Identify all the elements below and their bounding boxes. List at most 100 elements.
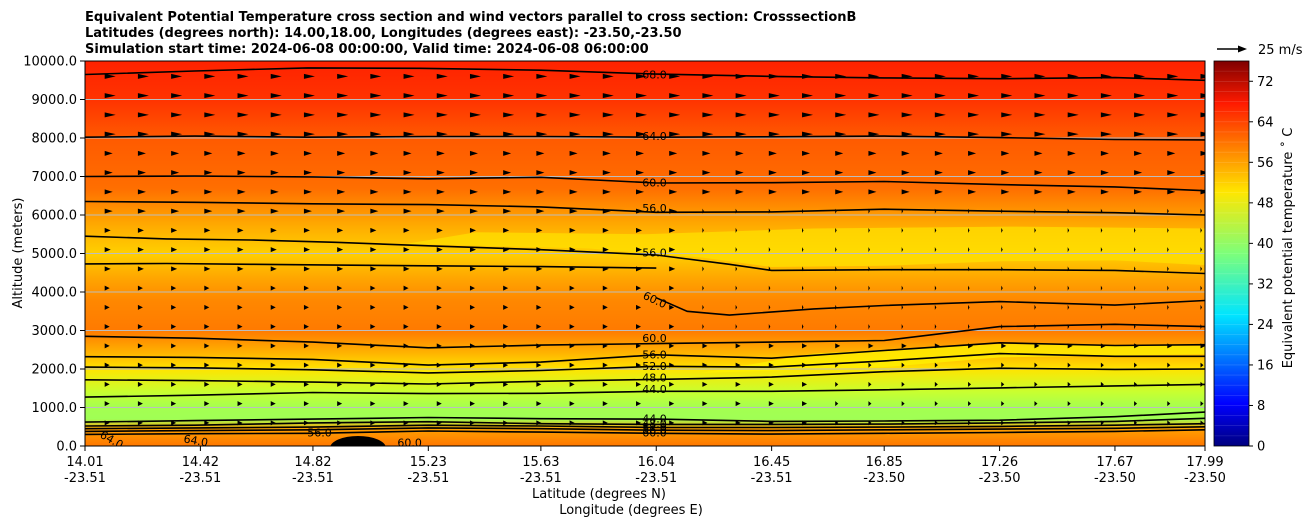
wind-vector <box>934 324 937 330</box>
wind-vector <box>635 304 641 310</box>
wind-vector <box>835 93 847 99</box>
wind-vector <box>337 304 343 310</box>
wind-vector <box>1067 362 1071 368</box>
wind-vector <box>1167 285 1169 291</box>
wind-vector <box>1001 93 1013 99</box>
x-tick-label-lat: 14.42 <box>182 455 219 470</box>
wind-vector <box>1100 131 1112 137</box>
wind-vector <box>536 324 542 330</box>
wind-vector <box>1034 401 1038 407</box>
wind-vector <box>569 170 578 176</box>
wind-vector <box>702 343 708 349</box>
contour-line <box>85 422 1205 430</box>
contour-label-text: 44.0 <box>642 412 667 425</box>
wind-vector <box>137 401 143 407</box>
contour-label: 48.0 <box>642 417 667 430</box>
wind-vector <box>370 285 376 291</box>
colorbar-gradient <box>1214 61 1249 446</box>
wind-vector <box>735 131 747 137</box>
colorbar-tick-label: 16 <box>1257 358 1274 373</box>
wind-vector <box>1200 247 1202 253</box>
wind-vector <box>669 93 681 99</box>
contour-label-text: 56.0 <box>642 247 667 260</box>
wind-vector <box>1134 150 1143 156</box>
wind-vector <box>469 170 478 176</box>
wind-vector <box>270 362 276 368</box>
wind-vector <box>1034 362 1038 368</box>
contour-label: 56.0 <box>307 427 332 440</box>
wind-vector <box>403 401 409 407</box>
wind-vector <box>702 381 708 387</box>
contour-label: 64.0 <box>642 130 667 143</box>
wind-vector <box>901 131 913 137</box>
wind-vector <box>835 401 839 407</box>
wind-vector <box>403 208 412 214</box>
wind-vector <box>104 189 113 195</box>
wind-vector <box>702 401 708 407</box>
wind-vector <box>1067 170 1076 176</box>
wind-vector <box>171 131 183 137</box>
wind-vector <box>1034 150 1043 156</box>
wind-vector <box>204 343 210 349</box>
wind-vector <box>337 401 343 407</box>
wind-vector <box>536 73 548 79</box>
y-tick-label: 5000.0 <box>32 247 78 262</box>
wind-vector <box>802 324 804 330</box>
wind-vector <box>337 150 346 156</box>
wind-vector <box>469 266 476 272</box>
wind-vector <box>303 170 312 176</box>
field-patch-upper-warm <box>405 226 1205 267</box>
wind-vector <box>536 150 545 156</box>
wind-vector <box>901 401 905 407</box>
wind-vector <box>137 266 144 272</box>
wind-vector <box>403 170 412 176</box>
wind-vector <box>503 73 515 79</box>
wind-vector <box>768 189 777 195</box>
wind-vector <box>602 131 614 137</box>
wind-vector <box>1001 131 1013 137</box>
wind-vector <box>303 266 310 272</box>
wind-vector <box>436 285 442 291</box>
wind-vector <box>104 227 111 233</box>
wind-vector <box>569 208 578 214</box>
wind-vector <box>204 362 210 368</box>
wind-vector <box>237 227 244 233</box>
wind-vector <box>270 343 276 349</box>
wind-vector <box>1100 362 1104 368</box>
wind-vector <box>204 208 213 214</box>
wind-vector <box>901 304 904 310</box>
wind-vector <box>337 343 343 349</box>
wind-vector <box>1067 285 1070 291</box>
contour-label-text: 60.0 <box>642 176 667 189</box>
wind-vector <box>270 304 276 310</box>
wind-vector <box>1067 93 1079 99</box>
wind-vector <box>968 304 970 310</box>
wind-vector <box>602 401 608 407</box>
y-axis-label: Altitude (meters) <box>11 198 26 309</box>
contour-line <box>85 262 657 269</box>
wind-vector <box>403 150 412 156</box>
colorbar-frame <box>1213 60 1250 447</box>
wind-vector <box>536 208 545 214</box>
wind-vector <box>968 150 977 156</box>
wind-vector <box>1067 247 1070 253</box>
wind-vector <box>602 150 611 156</box>
wind-vector <box>835 189 844 195</box>
wind-vector <box>104 362 110 368</box>
wind-vector <box>204 227 211 233</box>
wind-vector <box>171 189 180 195</box>
wind-vector <box>934 189 943 195</box>
wind-vector <box>137 131 149 137</box>
wind-vector <box>968 170 977 176</box>
contour-line <box>655 297 1205 316</box>
wind-vector <box>1167 362 1171 368</box>
wind-vector <box>469 189 478 195</box>
wind-vector <box>735 170 744 176</box>
contour-label-text: 56.0 <box>642 349 667 362</box>
wind-vector <box>536 304 542 310</box>
wind-vector <box>171 170 180 176</box>
wind-vector <box>635 93 647 99</box>
contour-label-text: 52.0 <box>642 421 667 434</box>
wind-vector <box>104 324 110 330</box>
